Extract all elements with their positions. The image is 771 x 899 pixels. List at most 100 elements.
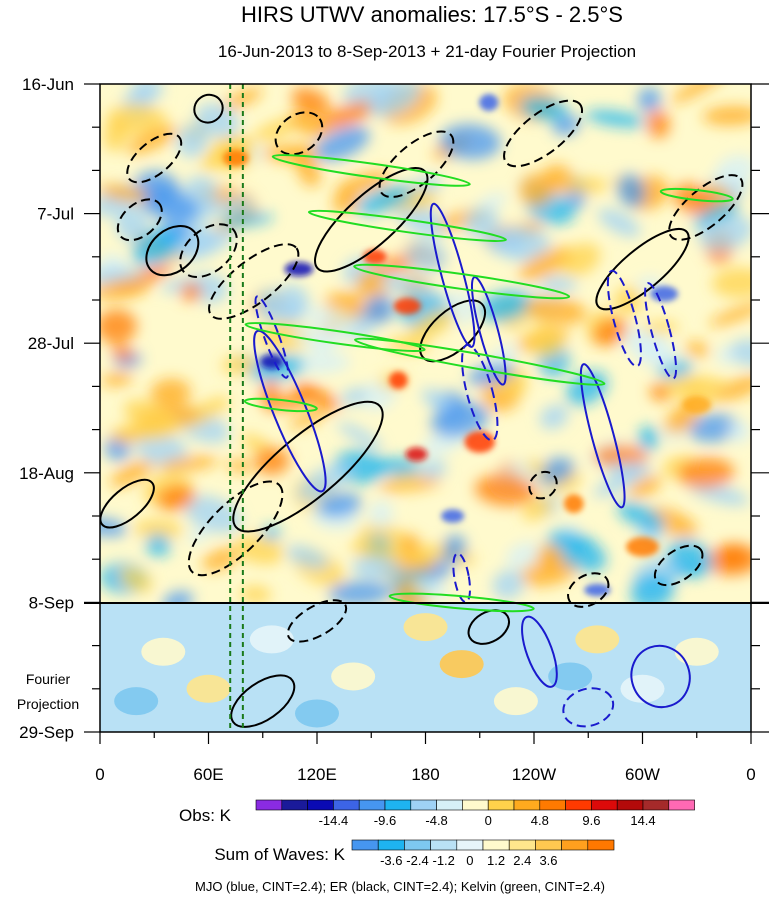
anomaly-patch <box>693 202 739 229</box>
plot-area <box>100 84 751 732</box>
projection-patch <box>331 662 376 691</box>
obs-colorbar-label: 0 <box>485 813 492 828</box>
obs-colorbar-swatch <box>255 799 283 811</box>
y-tick-label: 8-Sep <box>29 593 74 612</box>
projection-patch <box>186 674 231 703</box>
kelvin-contour <box>244 322 426 353</box>
anomaly-patch <box>518 246 574 281</box>
waves-colorbar-label: -3.6 <box>380 853 402 868</box>
mjo-contour <box>429 202 476 348</box>
anomaly-patch <box>132 84 164 100</box>
contour-legend: MJO (blue, CINT=2.4); ER (black, CINT=2.… <box>195 879 605 894</box>
anomaly-core <box>479 94 499 111</box>
projection-patch <box>114 687 159 716</box>
obs-colorbar-swatch <box>462 799 489 811</box>
x-axis: 0 60E 120E 180 120W 60W 0 <box>95 732 756 784</box>
obs-colorbar-swatch <box>436 799 463 811</box>
anomaly-patch <box>711 267 751 298</box>
obs-colorbar-swatch <box>668 799 695 811</box>
y-tick-label: 7-Jul <box>37 205 74 224</box>
obs-colorbar-swatch <box>487 799 515 811</box>
anomaly-patch <box>478 193 508 210</box>
reference-lines <box>229 84 244 732</box>
mjo-contour <box>470 276 507 386</box>
waves-colorbar-swatch <box>404 839 431 851</box>
projection-patch <box>295 699 339 728</box>
projection-patch <box>548 662 593 691</box>
projection-patch <box>249 625 294 654</box>
projection-label-line2: Projection <box>17 696 79 712</box>
anomaly-patch <box>296 464 351 502</box>
x-tick-label: 0 <box>95 765 104 784</box>
er-contour <box>208 243 300 320</box>
waves-colorbar-label: -2.4 <box>406 853 428 868</box>
anomaly-patch <box>702 105 751 126</box>
anomaly-patch <box>685 341 710 357</box>
anomaly-patch <box>314 125 370 162</box>
anomaly-patch <box>100 309 137 344</box>
anomaly-patch <box>157 456 219 472</box>
anomaly-patch <box>373 457 421 477</box>
anomaly-patch <box>478 290 532 322</box>
projection-patch <box>674 637 719 666</box>
anomaly-patch <box>585 109 647 128</box>
anomaly-core <box>222 149 249 167</box>
er-contour <box>503 99 584 168</box>
x-tick-label: 120W <box>512 765 556 784</box>
anomaly-patch <box>613 286 643 315</box>
anomaly-patch <box>670 84 726 104</box>
waves-colorbar-label: 2.4 <box>513 853 531 868</box>
anomaly-core <box>284 261 314 277</box>
er-contour <box>653 544 704 587</box>
obs-colorbar-swatch <box>410 799 437 811</box>
chart-subtitle: 16-Jun-2013 to 8-Sep-2013 + 21-day Fouri… <box>218 42 636 61</box>
anomaly-patch <box>714 154 751 187</box>
obs-colorbar: -14.4 -9.6 -4.8 0 4.8 9.6 14.4 <box>255 799 695 828</box>
anomaly-patch <box>714 375 751 401</box>
anomaly-patch <box>260 379 281 412</box>
anomaly-patch <box>100 184 150 202</box>
anomaly-patch <box>258 298 303 324</box>
anomaly-patch <box>617 501 665 531</box>
anomaly-patch <box>519 96 568 121</box>
mjo-contour <box>630 644 691 709</box>
anomaly-patch <box>646 109 670 139</box>
anomaly-patch <box>630 572 675 610</box>
anomaly-field <box>100 84 751 614</box>
anomaly-patch <box>565 177 608 194</box>
er-contour <box>528 470 558 500</box>
anomaly-core <box>405 447 428 462</box>
waves-colorbar-label: 3.6 <box>539 853 557 868</box>
anomaly-patch <box>474 474 537 506</box>
anomaly-patch <box>291 326 335 349</box>
kelvin-contour <box>388 592 535 613</box>
wave-contours <box>100 93 744 728</box>
obs-colorbar-swatch <box>565 799 592 811</box>
projection-patch <box>403 613 448 642</box>
obs-colorbar-swatch <box>513 799 541 811</box>
waves-colorbar-label: 0 <box>466 853 473 868</box>
waves-colorbar-swatch <box>456 839 484 851</box>
er-contour <box>193 93 224 124</box>
obs-colorbar-swatch <box>642 799 670 811</box>
anomaly-patch <box>233 534 285 565</box>
er-contour <box>145 225 200 277</box>
anomaly-patch <box>180 282 203 302</box>
anomaly-patch <box>364 294 395 324</box>
x-tick-label: 0 <box>746 765 755 784</box>
anomaly-patch <box>687 413 740 443</box>
anomaly-patch <box>132 228 180 267</box>
waves-colorbar-swatch <box>351 839 379 851</box>
anomaly-patch <box>111 345 134 361</box>
projection-patch <box>575 625 620 654</box>
anomaly-patch <box>186 527 210 544</box>
anomaly-patch <box>157 485 196 511</box>
anomaly-core <box>363 249 387 265</box>
anomaly-patch <box>356 268 389 301</box>
er-contour <box>230 674 296 728</box>
projection-patch <box>493 687 538 716</box>
anomaly-patch <box>150 378 191 408</box>
projection-label-line1: Fourier <box>26 671 71 687</box>
obs-colorbar-label: -14.4 <box>319 813 349 828</box>
anomaly-patch <box>103 117 129 152</box>
